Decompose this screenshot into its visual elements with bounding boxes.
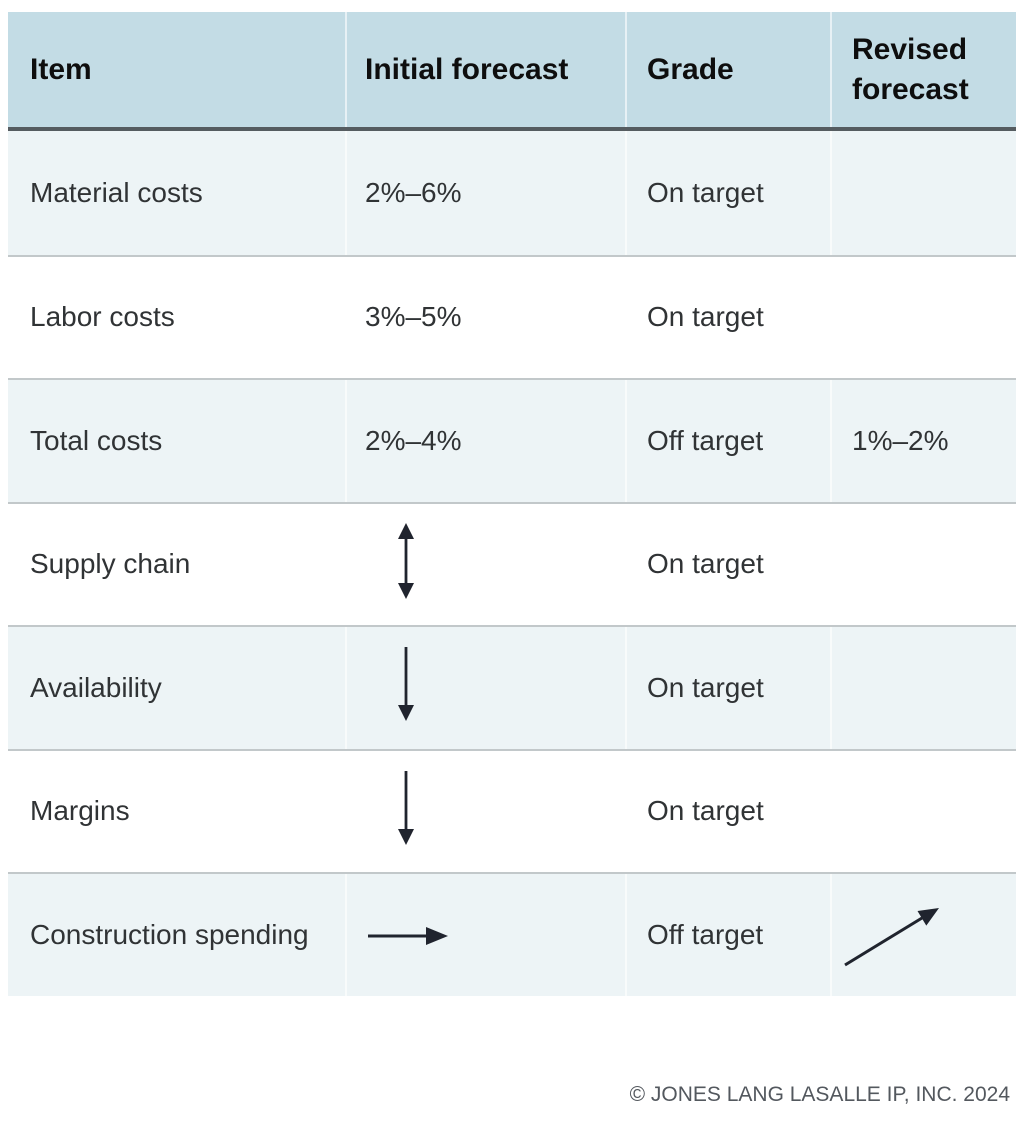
item-label: Material costs [30,176,203,208]
grade-value: On target [647,176,764,208]
cell-revised-forecast [830,256,1016,378]
table-header-row: Item Initial forecast Grade Revised fore… [8,12,1016,131]
cell-item: Supply chain [8,504,345,626]
table-row-margins: Margins On target [8,748,1016,873]
initial-forecast-value: 3%–5% [365,301,462,333]
table-row-availability: Availability On target [8,625,1016,749]
grade-value: On target [647,671,764,703]
cell-initial-forecast [345,874,625,996]
cell-grade: On target [625,503,830,625]
grade-value: Off target [647,918,764,950]
arrow-down-icon [393,646,419,729]
table-row-supply-chain: Supply chain On target [8,501,1016,626]
cell-grade: On target [625,131,830,255]
grade-value: Off target [647,424,764,456]
column-header-revised-forecast-label: Revised forecast [852,32,969,106]
cell-revised-forecast [830,503,1016,625]
cell-revised-forecast [830,874,1016,996]
revised-forecast-value: 1%–2% [852,424,949,456]
cell-revised-forecast [830,750,1016,872]
arrow-up-right-icon [842,903,942,976]
cell-initial-forecast [345,750,625,872]
cell-grade: On target [625,750,830,872]
item-label: Labor costs [30,301,175,333]
arrow-down-icon [393,770,419,853]
column-header-grade-label: Grade [647,52,734,86]
cell-initial-forecast [345,627,625,749]
copyright-text: © JONES LANG LASALLE IP, INC. 2024 [629,1083,1010,1106]
item-label: Total costs [30,424,163,456]
cell-item: Construction spending [8,874,345,996]
column-header-initial-forecast: Initial forecast [345,12,625,127]
column-header-revised-forecast: Revised forecast [830,12,1016,127]
item-label: Availability [30,671,162,703]
table-row-construction-spending: Construction spending Off target [8,872,1016,996]
cell-item: Material costs [8,131,345,255]
item-label: Margins [30,795,130,827]
cell-initial-forecast: 2%–6% [345,131,625,255]
table-row-total-costs: Total costs 2%–4% Off target 1%–2% [8,378,1016,502]
table-row-labor-costs: Labor costs 3%–5% On target [8,254,1016,379]
initial-forecast-value: 2%–6% [365,176,462,208]
cell-revised-forecast [830,627,1016,749]
item-label: Supply chain [30,548,191,580]
cell-item: Total costs [8,380,345,502]
cell-item: Availability [8,627,345,749]
cell-initial-forecast [345,503,625,625]
item-label: Construction spending [30,918,309,950]
grade-value: On target [647,795,764,827]
cell-grade: Off target [625,874,830,996]
arrow-right-icon [367,923,449,955]
cell-revised-forecast [830,131,1016,255]
initial-forecast-value: 2%–4% [365,424,462,456]
arrow-up-down-icon [393,522,419,607]
cell-revised-forecast: 1%–2% [830,380,1016,502]
column-header-initial-forecast-label: Initial forecast [365,52,569,86]
grade-value: On target [647,301,764,333]
column-header-item: Item [8,12,345,127]
grade-value: On target [647,548,764,580]
forecast-table: Item Initial forecast Grade Revised fore… [8,12,1016,996]
cell-grade: Off target [625,380,830,502]
column-header-grade: Grade [625,12,830,127]
cell-grade: On target [625,627,830,749]
column-header-item-label: Item [30,52,92,86]
cell-item: Margins [8,751,345,873]
cell-item: Labor costs [8,257,345,379]
cell-initial-forecast: 3%–5% [345,256,625,378]
cell-initial-forecast: 2%–4% [345,380,625,502]
cell-grade: On target [625,256,830,378]
table-row-material-costs: Material costs 2%–6% On target [8,131,1016,255]
